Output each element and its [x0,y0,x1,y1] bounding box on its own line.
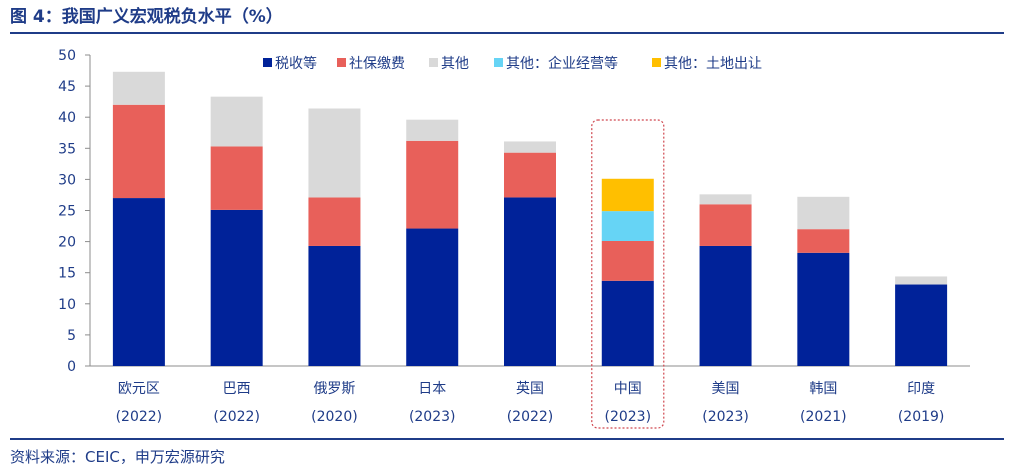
x-tick-year: (2022) [116,409,163,425]
bar-segment-tax [504,197,556,366]
y-tick-label: 45 [58,79,76,95]
legend-swatch [652,58,661,67]
bar-segment-social [406,140,459,229]
x-tick-label: 日本 [418,381,446,397]
legend-label: 其他：土地出让 [664,56,762,72]
y-tick-label: 35 [58,141,76,157]
bar-segment-other [112,71,165,105]
bar-segment-tax [406,228,459,366]
bar-segment-tax [210,209,263,366]
x-tick-label: 欧元区 [118,381,160,397]
bar-segment-tax [895,284,948,366]
bar-segment-tax [112,198,165,366]
y-tick-label: 5 [67,328,76,344]
x-tick-label: 俄罗斯 [313,381,355,397]
x-tick-year: (2019) [898,409,945,425]
legend-label: 其他：企业经营等 [506,55,618,72]
bar-segment-social [699,204,752,246]
x-tick-year: (2022) [213,409,260,425]
x-tick-label: 韩国 [809,381,837,397]
title-rule [10,32,1004,34]
legend-label: 其他 [441,56,469,72]
x-tick-label: 美国 [712,381,740,397]
bar-segment-social [112,104,165,199]
bar-segment-other [210,96,263,147]
bar-segment-enterprise [601,211,654,241]
bar-segment-other [406,119,459,141]
legend-swatch [494,58,503,67]
bar-segment-tax [797,252,850,366]
y-tick-label: 25 [58,204,76,220]
bar-segment-social [504,152,556,198]
y-tick-label: 0 [67,359,76,375]
x-tick-label: 印度 [907,381,935,397]
y-tick-label: 30 [58,172,76,188]
bar-segment-other [895,276,948,285]
bar-segment-social [210,146,263,210]
bar-segment-land [601,178,654,212]
bar-segment-tax [308,245,361,366]
bar-segment-social [797,229,850,253]
bar-segment-other [504,141,556,153]
bar-segment-other [797,196,850,230]
x-tick-label: 巴西 [223,381,251,397]
x-tick-label: 英国 [516,380,544,397]
legend-label: 社保缴费 [349,56,405,72]
x-tick-year: (2023) [604,409,651,425]
x-tick-year: (2020) [311,409,358,425]
figure-source: 资料来源：CEIC，申万宏源研究 [10,448,225,466]
x-tick-year: (2022) [507,409,554,425]
figure-title: 图 4：我国广义宏观税负水平（%） [10,7,283,27]
legend-swatch [263,58,272,67]
x-tick-year: (2021) [800,409,847,425]
bar-segment-social [308,197,361,246]
x-tick-year: (2023) [409,409,456,425]
source-rule [10,438,1004,440]
y-tick-label: 40 [58,110,76,126]
highlight-box [591,119,665,429]
legend-swatch [337,58,346,67]
y-tick-label: 50 [58,48,76,64]
x-tick-year: (2023) [702,409,749,425]
y-tick-label: 20 [58,235,76,251]
x-tick-label: 中国 [614,381,642,397]
bar-segment-tax [601,280,654,366]
bar-segment-other [699,194,752,205]
y-tick-label: 15 [58,266,76,282]
bar-segment-social [601,240,654,281]
y-tick-label: 10 [58,297,76,313]
bar-segment-tax [699,245,752,366]
bar-segment-other [308,108,361,198]
legend-swatch [429,58,438,67]
legend-label: 税收等 [275,55,317,72]
